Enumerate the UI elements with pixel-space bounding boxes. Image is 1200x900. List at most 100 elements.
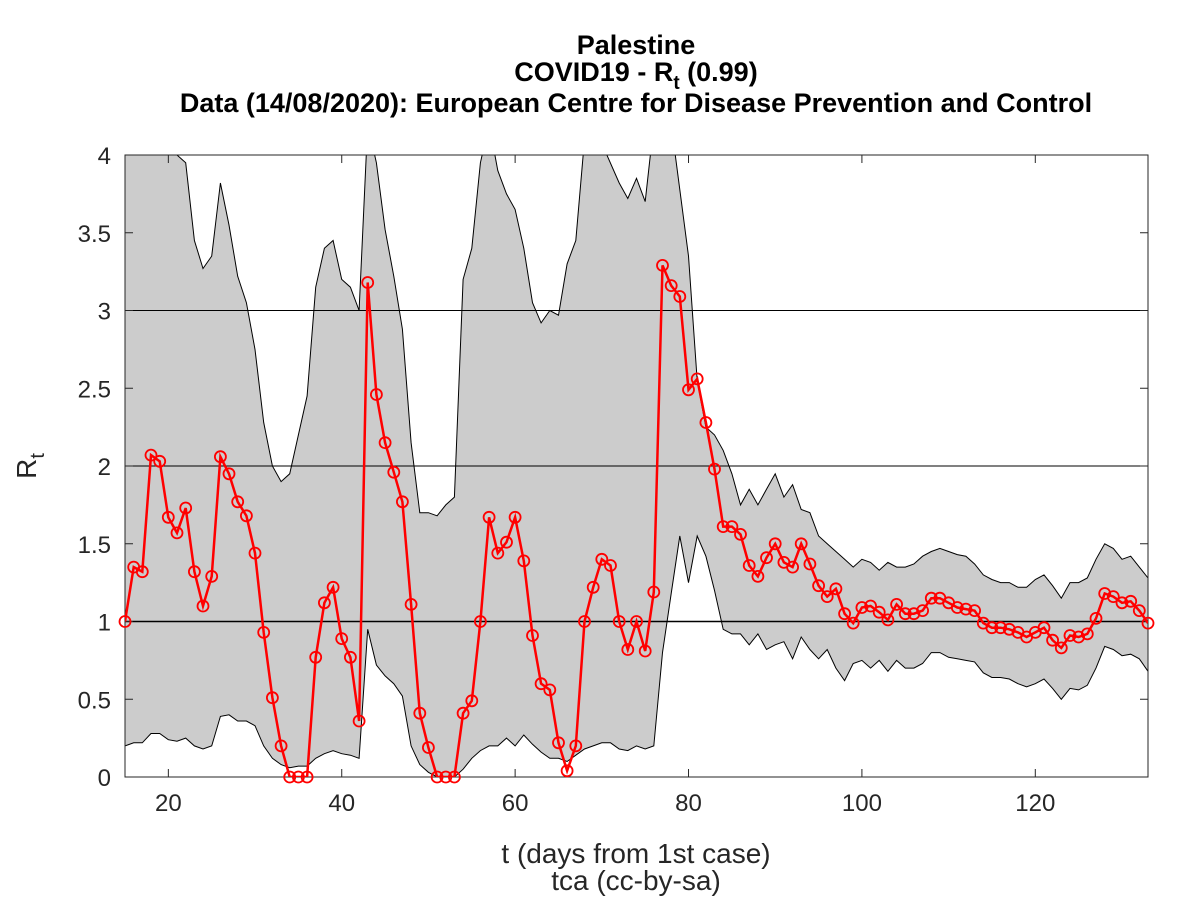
- y-tick-label: 2.5: [78, 376, 111, 403]
- confidence-band-upper-edge: [176, 155, 1148, 600]
- confidence-band-lower-edge: [125, 534, 1148, 777]
- rt-data-point: [881, 613, 895, 627]
- rt-data-point: [343, 650, 357, 664]
- rt-data-point: [118, 615, 132, 628]
- rt-data-point: [1106, 590, 1120, 603]
- rt-data-point: [734, 528, 747, 541]
- rt-data-point: [742, 559, 756, 572]
- rt-data-point: [560, 764, 574, 778]
- rt-data-point: [395, 495, 409, 509]
- rt-data-point: [1063, 629, 1077, 642]
- rt-data-point: [369, 388, 383, 401]
- rt-data-point: [170, 526, 184, 540]
- rt-data-point: [1002, 622, 1016, 636]
- rt-data-point: [812, 579, 825, 593]
- x-tick-label: 100: [842, 790, 882, 817]
- rt-data-point: [994, 621, 1007, 635]
- rt-data-point: [1098, 587, 1112, 600]
- rt-data-point: [621, 643, 635, 656]
- rt-data-point: [1046, 633, 1059, 647]
- rt-data-point: [638, 644, 652, 658]
- rt-data-point: [291, 770, 305, 784]
- rt-data-point: [890, 598, 903, 611]
- rt-data-point: [829, 582, 843, 596]
- svg-text:Rt: Rt: [11, 453, 49, 479]
- x-tick-label: 40: [328, 790, 355, 817]
- rt-data-point: [456, 706, 470, 720]
- rt-data-point: [612, 615, 626, 628]
- rt-data-point: [153, 454, 167, 468]
- y-tick-label: 3: [98, 299, 111, 326]
- rt-data-point: [430, 770, 444, 784]
- rt-data-point: [508, 510, 522, 524]
- rt-data-point: [361, 276, 375, 289]
- rt-data-point: [959, 602, 973, 616]
- rt-data-point: [500, 535, 513, 549]
- y-tick-label: 3.5: [78, 221, 111, 248]
- rt-data-point: [1115, 596, 1129, 610]
- rt-data-point: [794, 537, 808, 551]
- rt-data-point: [213, 450, 227, 464]
- rt-data-point: [413, 706, 427, 720]
- rt-series-points: [118, 258, 1155, 784]
- rt-data-point: [534, 677, 548, 691]
- rt-data-point: [846, 616, 860, 630]
- rt-data-point: [283, 770, 297, 784]
- rt-data-point: [231, 495, 245, 509]
- rt-data-point: [760, 551, 773, 565]
- rt-data-point: [248, 546, 262, 560]
- rt-data-point: [673, 290, 687, 303]
- rt-data-point: [222, 467, 236, 481]
- rt-data-point: [317, 596, 331, 610]
- rt-data-point: [326, 580, 340, 594]
- rt-data-point: [985, 621, 999, 635]
- chart-title-rt-subscript: t: [673, 73, 680, 94]
- rt-data-point: [604, 559, 617, 572]
- y-tick-label: 1.5: [78, 532, 111, 559]
- rt-data-point: [482, 510, 496, 524]
- rt-data-point: [257, 626, 271, 639]
- rt-data-point: [682, 383, 695, 397]
- y-axis-label-subscript: t: [27, 453, 49, 459]
- rt-data-point: [552, 736, 565, 750]
- rt-data-point: [630, 615, 643, 628]
- rt-data-point: [725, 520, 739, 533]
- rt-data-point: [569, 739, 583, 753]
- rt-data-point: [916, 604, 929, 617]
- rt-data-point: [578, 615, 591, 628]
- rt-data-point: [421, 741, 435, 754]
- rt-data-point: [378, 436, 392, 450]
- chart-title-rt: COVID19 - R: [514, 57, 673, 87]
- rt-data-point: [950, 601, 964, 614]
- rt-data-point: [647, 585, 661, 599]
- rt-data-point: [1080, 627, 1094, 641]
- rt-data-point: [768, 537, 782, 551]
- rt-data-point: [898, 607, 912, 621]
- rt-data-point: [543, 683, 557, 697]
- rt-data-point: [864, 599, 877, 613]
- rt-data-point: [196, 599, 210, 613]
- y-axis-label: Rt: [11, 453, 49, 479]
- rt-data-point: [595, 552, 609, 566]
- rt-data-point: [820, 590, 834, 603]
- rt-data-point: [491, 546, 505, 560]
- rt-data-point: [716, 520, 730, 533]
- rt-data-point: [517, 554, 531, 568]
- rt-data-point: [1072, 630, 1085, 644]
- rt-data-point: [187, 565, 201, 579]
- rt-data-point: [161, 510, 175, 524]
- rt-data-point: [586, 580, 600, 594]
- rt-data-point: [1124, 594, 1138, 608]
- rt-data-point: [335, 632, 349, 645]
- rt-data-point: [803, 557, 817, 571]
- rt-data-point: [1141, 616, 1155, 630]
- rt-data-point: [1054, 641, 1068, 655]
- x-axis-ticks: 20 40 60 80 100 120: [155, 155, 1055, 817]
- x-axis-label: t (days from 1st case): [501, 838, 770, 869]
- rt-data-point: [404, 598, 418, 611]
- rt-data-point: [838, 607, 851, 621]
- y-tick-label: 0: [98, 765, 111, 792]
- rt-data-point: [708, 462, 721, 476]
- rt-data-point: [309, 650, 323, 664]
- rt-data-point: [465, 694, 479, 708]
